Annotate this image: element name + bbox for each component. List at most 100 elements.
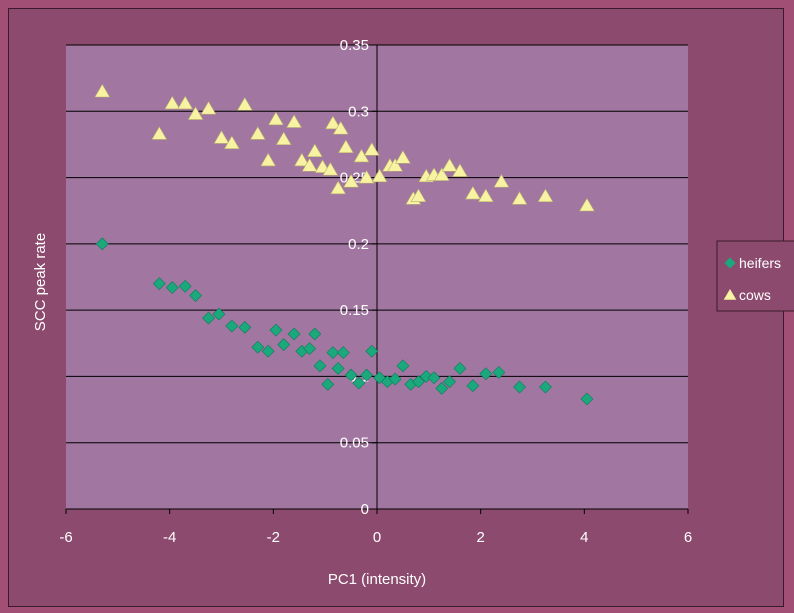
cows-point <box>395 150 411 164</box>
y-tick-label: 0.35 <box>340 37 369 54</box>
heifers-point <box>238 320 252 334</box>
cows-point <box>200 101 217 115</box>
heifers-point <box>225 319 239 333</box>
heifers-point <box>580 392 594 406</box>
cows-point <box>338 139 354 153</box>
heifers-point <box>427 371 441 385</box>
cows-point <box>223 135 240 150</box>
y-tick-label: 0.15 <box>340 302 369 319</box>
x-tick-label: 2 <box>476 529 484 546</box>
heifers-point <box>303 342 317 356</box>
heifers-point <box>352 376 366 390</box>
heifers-point <box>277 338 291 352</box>
heifers-point <box>336 346 350 359</box>
x-tick-label: -4 <box>163 529 176 546</box>
cows-point <box>249 126 266 140</box>
y-tick-label: 0 <box>361 501 369 518</box>
cows-point <box>433 167 450 181</box>
heifers-point <box>202 311 215 325</box>
cows-point <box>151 126 168 140</box>
heifers-point <box>313 359 327 373</box>
cows-point <box>236 97 253 111</box>
cows-point <box>477 188 494 203</box>
cows-point <box>343 173 359 188</box>
heifers-point <box>435 381 449 395</box>
heifers-point <box>165 281 179 295</box>
heifers-point <box>419 370 433 383</box>
data-points <box>94 83 595 406</box>
cows-point <box>275 131 292 146</box>
legend-heifers-marker <box>724 257 736 269</box>
y-tick-label: 0.3 <box>348 103 369 120</box>
cows-point <box>164 95 181 110</box>
heifers-point <box>269 323 283 337</box>
heifers-point <box>326 346 340 359</box>
heifers-point <box>152 277 166 291</box>
heifers-point <box>466 379 480 393</box>
series-cows <box>94 83 595 212</box>
heifers-point <box>331 362 345 375</box>
x-tick-label: 4 <box>580 529 588 546</box>
heifers-point <box>287 327 301 341</box>
x-tick-label: 0 <box>373 529 381 546</box>
cows-point <box>187 106 204 120</box>
x-axis-title: PC1 (intensity) <box>328 571 426 588</box>
cows-point <box>325 115 341 130</box>
cows-point <box>441 158 458 172</box>
cows-point <box>286 114 302 128</box>
heifers-point <box>344 368 358 382</box>
x-tick-label: 6 <box>684 529 692 546</box>
cows-point <box>322 162 339 176</box>
cows-point <box>293 152 310 167</box>
heifers-point <box>492 366 506 379</box>
y-axis-title: SCC peak rate <box>32 233 49 331</box>
cows-point <box>268 111 284 126</box>
heifers-point <box>251 340 265 354</box>
heifers-point <box>453 362 467 375</box>
cows-point <box>452 163 468 177</box>
legend-cows-marker <box>723 289 737 300</box>
cows-point <box>363 142 380 156</box>
heifers-point <box>388 372 402 386</box>
legend-heifers-label: heifers <box>739 255 781 271</box>
heifers-point <box>412 375 425 389</box>
heifers-point <box>479 367 493 381</box>
cows-point <box>358 169 375 184</box>
legend-cows-label: cows <box>739 287 771 303</box>
heifers-point <box>308 327 322 341</box>
cows-point <box>330 180 346 195</box>
axes <box>65 44 689 514</box>
cows-point <box>371 168 388 183</box>
heifers-point <box>373 371 387 385</box>
legend: heifers cows <box>716 240 794 312</box>
y-tick-label: 0.2 <box>348 236 369 253</box>
cows-point <box>537 188 554 203</box>
cows-point <box>410 188 427 203</box>
cows-point <box>306 143 323 157</box>
cows-point <box>260 152 277 167</box>
cows-point <box>493 173 510 188</box>
heifers-point <box>261 344 275 358</box>
heifers-point <box>212 307 226 321</box>
cows-point <box>301 158 318 172</box>
heifers-point <box>365 344 379 358</box>
y-tick-label: 0.05 <box>340 435 369 452</box>
cows-point <box>177 95 194 110</box>
heifers-point <box>189 289 203 302</box>
cows-point <box>387 158 404 172</box>
heifers-point <box>539 380 552 394</box>
heifers-point <box>178 279 192 293</box>
cows-point <box>511 191 528 205</box>
x-tick-label: -6 <box>59 529 72 546</box>
cows-point <box>213 130 230 144</box>
cows-point <box>332 120 349 135</box>
heifers-point <box>95 237 109 251</box>
heifers-point <box>360 368 374 382</box>
heifers-point <box>513 380 526 394</box>
heifers-point <box>321 377 335 391</box>
cows-point <box>465 185 481 200</box>
cows-point <box>579 197 595 212</box>
series-heifers <box>95 237 594 406</box>
heifers-point <box>443 375 456 389</box>
